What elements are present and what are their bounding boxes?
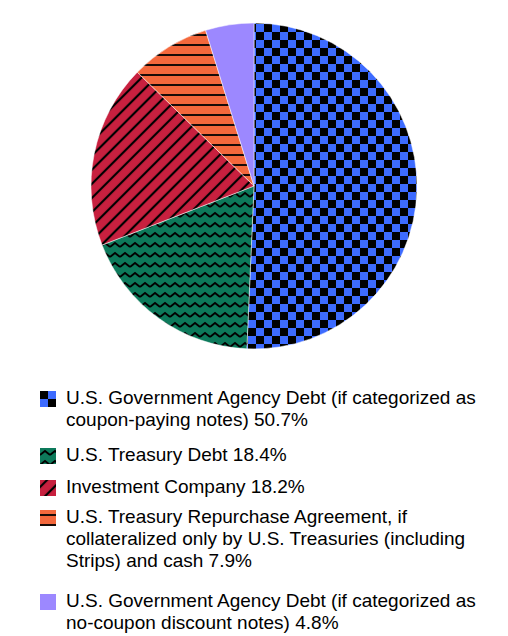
legend-text: U.S. Government Agency Debt (if categori…: [66, 387, 496, 431]
legend-label: U.S. Government Agency Debt (if categori…: [66, 590, 476, 633]
legend-swatch: [40, 391, 56, 407]
slices: [91, 23, 417, 349]
pie-slice: [247, 23, 417, 349]
legend-text: U.S. Government Agency Debt (if categori…: [66, 590, 496, 634]
legend-text: U.S. Treasury Repurchase Agreement, if c…: [66, 506, 496, 572]
legend-text: U.S. Treasury Debt 18.4%: [66, 444, 496, 466]
swatch-fill: [40, 448, 56, 464]
legend-label: Investment Company: [66, 476, 246, 497]
legend-value: 18.4%: [233, 444, 287, 465]
legend-swatch: [40, 594, 56, 610]
legend-swatch: [40, 448, 56, 464]
legend-value: 7.9%: [209, 550, 252, 571]
legend-value: 50.7%: [254, 409, 308, 430]
legend-swatch: [40, 510, 56, 526]
swatch-fill: [40, 480, 56, 496]
swatch-fill: [40, 510, 56, 526]
swatch-fill: [40, 594, 56, 610]
legend-label: U.S. Treasury Debt: [66, 444, 228, 465]
legend-label: U.S. Treasury Repurchase Agreement, if c…: [66, 506, 465, 571]
swatch-fill: [40, 391, 56, 407]
pie-chart: [0, 0, 508, 370]
legend-value: 18.2%: [251, 476, 305, 497]
legend-text: Investment Company 18.2%: [66, 476, 496, 498]
legend-swatch: [40, 480, 56, 496]
pie-slice: [206, 23, 254, 186]
legend-value: 4.8%: [295, 612, 338, 633]
